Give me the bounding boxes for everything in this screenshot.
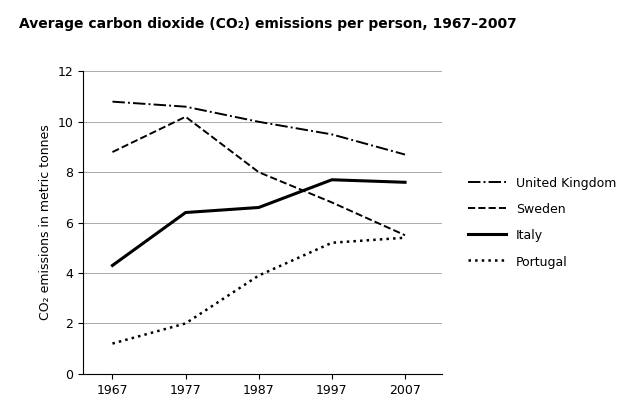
United Kingdom [328, 132, 336, 137]
Legend: United Kingdom, Sweden, Italy, Portugal: United Kingdom, Sweden, Italy, Portugal [462, 171, 623, 275]
Line: Portugal: Portugal [113, 238, 405, 344]
United Kingdom [182, 104, 189, 109]
Line: Sweden: Sweden [113, 117, 405, 235]
United Kingdom [255, 119, 262, 124]
Portugal [109, 341, 116, 346]
Italy [182, 210, 189, 215]
Sweden [109, 150, 116, 155]
Sweden [182, 114, 189, 119]
United Kingdom [401, 152, 409, 157]
Portugal [255, 273, 262, 278]
Text: Average carbon dioxide (CO₂) emissions per person, 1967–2007: Average carbon dioxide (CO₂) emissions p… [19, 17, 517, 31]
Y-axis label: CO₂ emissions in metric tonnes: CO₂ emissions in metric tonnes [39, 125, 52, 320]
Sweden [328, 200, 336, 205]
Italy [255, 205, 262, 210]
Sweden [401, 233, 409, 238]
United Kingdom [109, 99, 116, 104]
Portugal [401, 235, 409, 240]
Sweden [255, 170, 262, 175]
Italy [328, 177, 336, 182]
Line: United Kingdom: United Kingdom [113, 102, 405, 155]
Portugal [328, 240, 336, 245]
Line: Italy: Italy [113, 180, 405, 265]
Portugal [182, 321, 189, 326]
Italy [109, 263, 116, 268]
Italy [401, 180, 409, 185]
